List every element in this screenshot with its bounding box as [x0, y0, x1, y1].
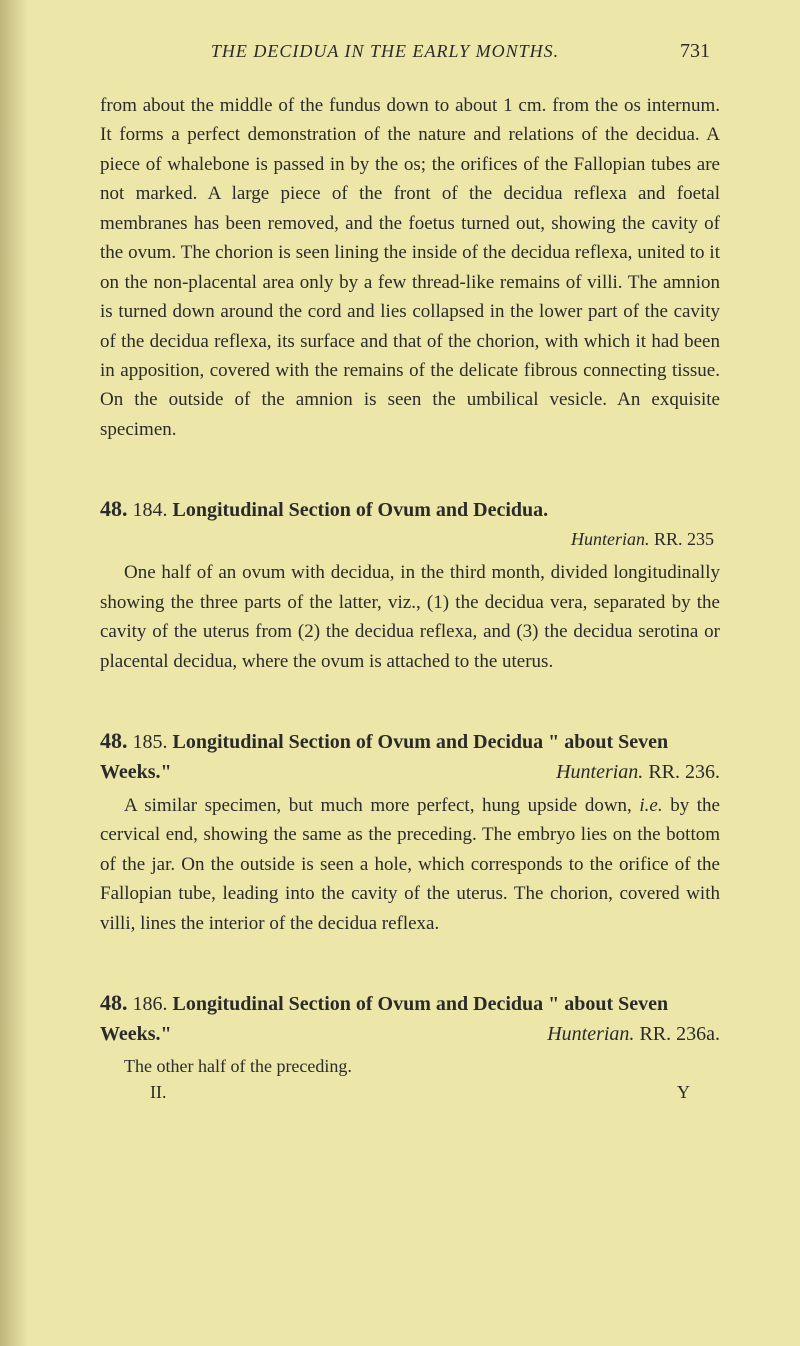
intro-paragraph: from about the middle of the fundus down… — [100, 91, 720, 444]
entry-185: 48. 185. Longitudinal Section of Ovum an… — [100, 724, 720, 938]
body-ie: i.e. — [639, 795, 662, 816]
source-collection: Hunterian. — [547, 1023, 639, 1045]
entry-body: One half of an ovum with decidua, in the… — [100, 558, 720, 676]
entry-title: Longitudinal Section of Ovum and Decidua… — [173, 499, 549, 521]
body-pre: A similar specimen, but much more perfec… — [124, 795, 639, 816]
entry-heading: 48. 185. Longitudinal Section of Ovum an… — [100, 724, 720, 787]
entry-title-pre: Longitudinal Section of Ovum and Decidua — [173, 731, 549, 753]
source-reference: RR. 236. — [648, 761, 720, 783]
source-collection: Hunterian. — [556, 761, 648, 783]
entry-number-minor: 186. — [133, 993, 168, 1015]
entry-number-major: 48. — [100, 990, 128, 1015]
entry-source: Hunterian. RR. 235 — [100, 529, 720, 550]
page-shadow — [0, 0, 28, 1346]
page-number: 731 — [680, 40, 710, 63]
source-reference: RR. 235 — [654, 529, 714, 549]
entry-body: The other half of the preceding. — [100, 1053, 720, 1080]
page-content: THE DECIDUA IN THE EARLY MONTHS. 731 fro… — [0, 0, 800, 1151]
sig-left: II. — [150, 1082, 167, 1103]
page-header: THE DECIDUA IN THE EARLY MONTHS. 731 — [100, 40, 720, 63]
sig-right: Y — [677, 1082, 690, 1103]
entry-186: 48. 186. Longitudinal Section of Ovum an… — [100, 986, 720, 1103]
entry-184: 48. 184. Longitudinal Section of Ovum an… — [100, 492, 720, 676]
entry-number-major: 48. — [100, 496, 128, 521]
entry-title-pre: Longitudinal Section of Ovum and Decidua — [173, 993, 549, 1015]
source-collection: Hunterian. — [571, 529, 654, 549]
entry-body: A similar specimen, but much more perfec… — [100, 791, 720, 938]
entry-number-major: 48. — [100, 728, 128, 753]
signature-line: II. Y — [100, 1082, 720, 1103]
entry-number-minor: 185. — [133, 731, 168, 753]
entry-number-minor: 184. — [133, 499, 168, 521]
source-reference: RR. 236a. — [639, 1023, 720, 1045]
entry-heading: 48. 186. Longitudinal Section of Ovum an… — [100, 986, 720, 1049]
running-title: THE DECIDUA IN THE EARLY MONTHS. — [110, 41, 660, 62]
entry-heading: 48. 184. Longitudinal Section of Ovum an… — [100, 492, 720, 525]
